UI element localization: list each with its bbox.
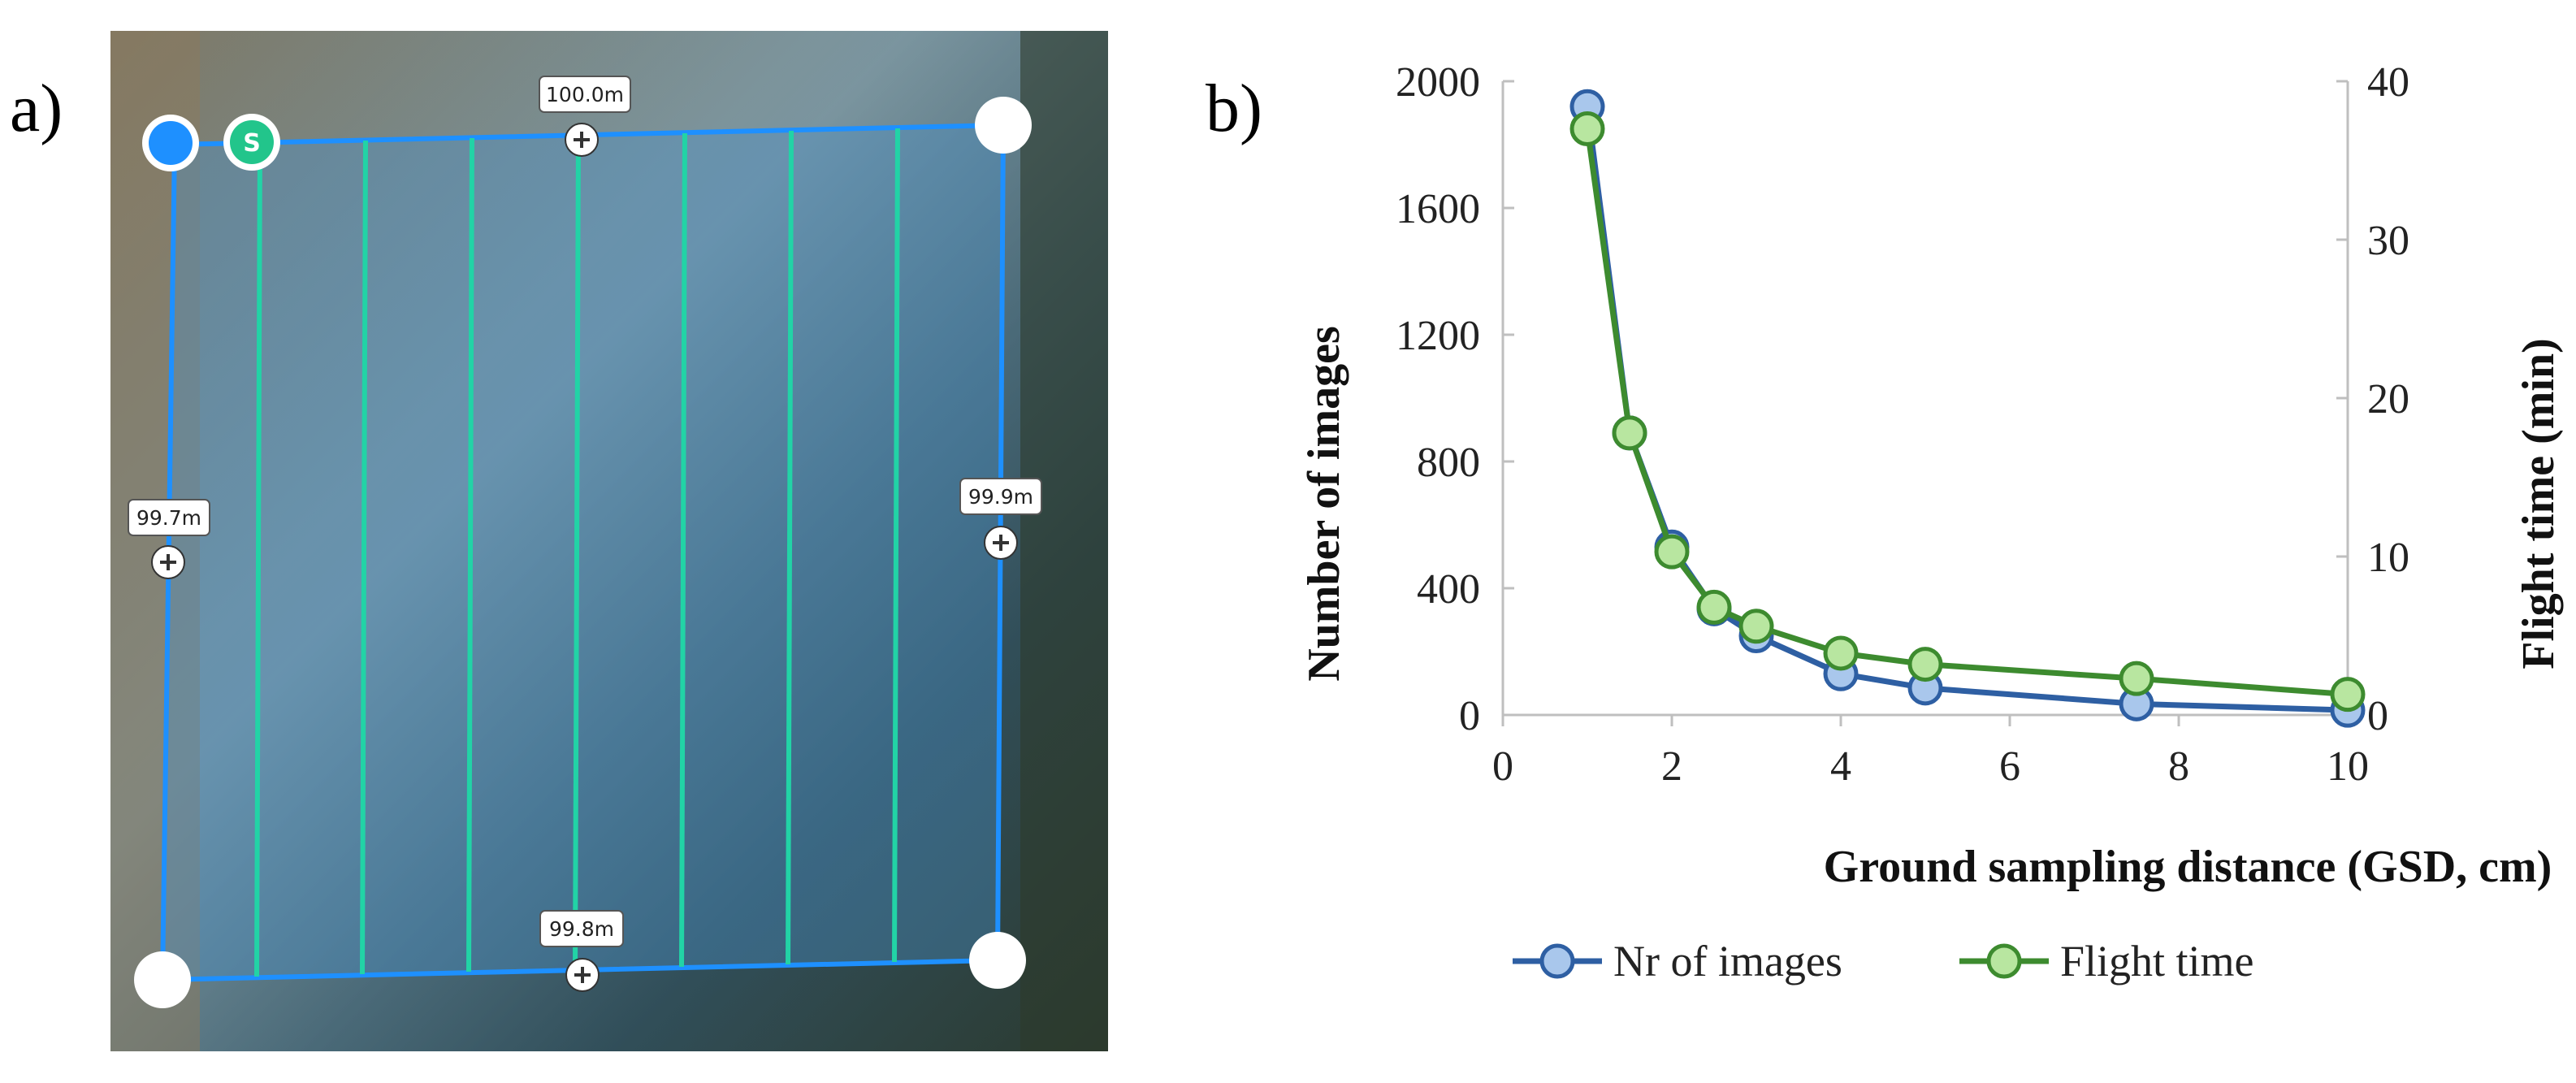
y-tick-label: 800 xyxy=(1417,440,1480,486)
midpoint-add-handle-right[interactable] xyxy=(984,526,1018,560)
map-svg: S 100.0m 99.7m xyxy=(110,31,1108,1051)
data-point-flight-time xyxy=(1569,111,1605,146)
start-point-marker[interactable]: S xyxy=(223,114,280,171)
x-tick-label: 2 xyxy=(1661,743,1682,790)
data-point-flight-time xyxy=(1696,589,1732,625)
flight-line xyxy=(360,140,368,975)
svg-text:99.7m: 99.7m xyxy=(136,506,201,530)
field-strip xyxy=(110,31,200,1051)
flight-line xyxy=(892,128,900,963)
distance-label-left: 99.7m xyxy=(128,499,210,536)
x-tick-label: 6 xyxy=(1999,743,2020,790)
y-axis-title: Number of images xyxy=(1299,326,1349,682)
distance-label-bottom: 99.8m xyxy=(539,910,624,947)
flight-line xyxy=(679,132,687,968)
corner-vertex-handle[interactable] xyxy=(975,97,1032,154)
legend: Nr of images Flight time xyxy=(1513,937,2254,986)
y2-tick-label: 10 xyxy=(2367,535,2409,581)
legend-label-flight-time: Flight time xyxy=(2060,937,2254,986)
corner-vertex-handle[interactable] xyxy=(969,932,1026,989)
survey-area-polygon[interactable] xyxy=(159,122,1007,983)
y2-tick-label: 30 xyxy=(2367,218,2409,264)
legend-marker-flight-time xyxy=(1986,943,2022,979)
panel-label-b: b) xyxy=(1206,71,1262,146)
y2-tick-label: 0 xyxy=(2367,693,2388,739)
distance-label-top: 100.0m xyxy=(539,76,631,113)
flight-line xyxy=(573,135,581,970)
midpoint-add-handle-left[interactable] xyxy=(151,545,185,579)
x-tick-label: 8 xyxy=(2168,743,2189,790)
data-point-flight-time xyxy=(1654,534,1690,570)
midpoint-add-handle-top[interactable] xyxy=(565,123,599,157)
start-marker-label: S xyxy=(243,129,261,158)
data-point-flight-time xyxy=(1823,635,1859,671)
y2-tick-label: 40 xyxy=(2367,59,2409,106)
y2-axis-title: Flight time (min) xyxy=(2513,338,2564,669)
distance-label-right: 99.9m xyxy=(959,478,1042,515)
data-point-flight-time xyxy=(2119,661,2154,696)
home-point-marker[interactable] xyxy=(142,115,199,171)
x-tick-label: 10 xyxy=(2327,743,2369,790)
y-tick-label: 1600 xyxy=(1396,186,1480,232)
forest-strip xyxy=(1020,31,1108,1051)
svg-text:99.9m: 99.9m xyxy=(968,485,1033,509)
flight-line xyxy=(466,137,474,973)
y-tick-label: 2000 xyxy=(1396,59,1480,106)
flight-line xyxy=(786,130,794,965)
x-tick-label: 0 xyxy=(1492,743,1513,790)
legend-marker-nr-of-images xyxy=(1539,943,1575,979)
panel-label-a: a) xyxy=(10,71,63,146)
data-point-flight-time xyxy=(2330,677,2366,713)
svg-text:99.8m: 99.8m xyxy=(549,917,614,941)
x-axis-title: Ground sampling distance (GSD, cm) xyxy=(1824,842,2552,892)
corner-vertex-handle[interactable] xyxy=(134,951,191,1008)
gsd-chart: 0 400 800 1200 1600 2000 0 10 20 30 40 0 2 4 6 8 10 Nu… xyxy=(1267,32,2576,1079)
y-tick-label: 0 xyxy=(1459,693,1480,739)
flight-lines xyxy=(254,128,900,977)
legend-label-nr-of-images: Nr of images xyxy=(1613,937,1842,986)
data-point-flight-time xyxy=(1612,415,1647,451)
x-tick-label: 4 xyxy=(1830,743,1851,790)
data-point-flight-time xyxy=(1907,647,1943,682)
y-tick-label: 400 xyxy=(1417,566,1480,613)
flight-line xyxy=(254,142,262,977)
flight-plan-map: S 100.0m 99.7m xyxy=(110,31,1108,1051)
data-point-flight-time xyxy=(1738,609,1774,644)
y2-tick-label: 20 xyxy=(2367,376,2409,422)
svg-text:100.0m: 100.0m xyxy=(546,83,624,106)
midpoint-add-handle-bottom[interactable] xyxy=(565,958,600,992)
y-tick-label: 1200 xyxy=(1396,313,1480,359)
